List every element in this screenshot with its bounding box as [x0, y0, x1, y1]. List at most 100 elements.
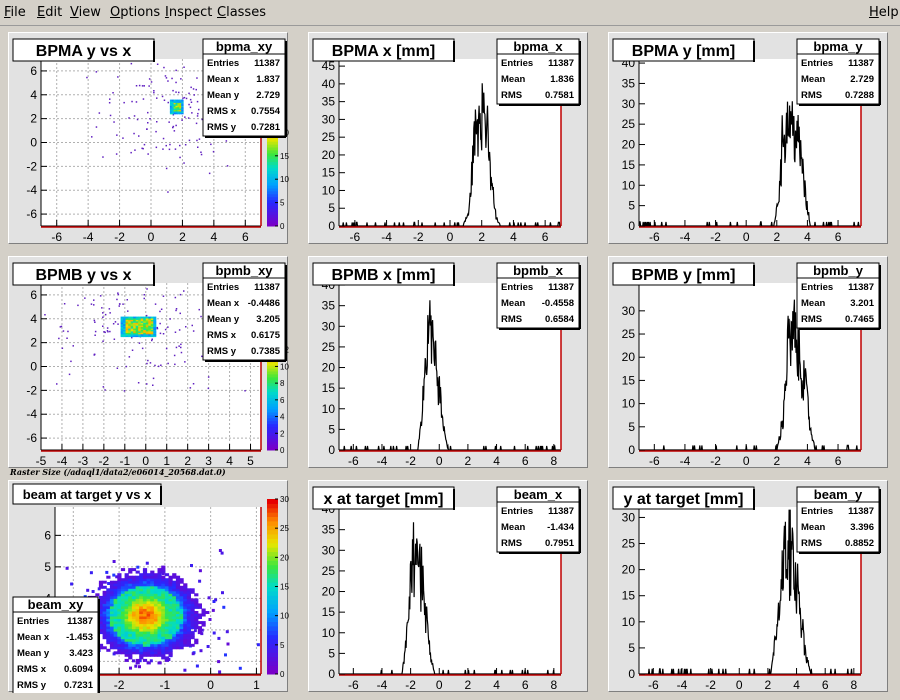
density-cell — [164, 633, 170, 637]
density-cell — [161, 590, 166, 594]
density-cell — [135, 621, 140, 625]
y-tick-label: 10 — [622, 178, 636, 192]
color-scale-band — [267, 669, 278, 675]
density-cell — [109, 616, 115, 619]
density-cell — [183, 636, 188, 640]
menu-edit[interactable]: Edit — [37, 5, 63, 20]
density-cell — [145, 331, 149, 333]
pad-bpmb_x[interactable]: -6-4-2024680510152025303540BPMB x [mm]bp… — [308, 256, 588, 468]
pad-bpma_y[interactable]: -6 -4 -2 0 2 4 6 0 5 10 15 20 25 30 35 40 BPMA y [mm] bpm… — [608, 32, 888, 244]
density-cell — [98, 643, 104, 647]
density-cell — [128, 588, 133, 592]
halo-point — [102, 312, 104, 314]
stats-title: bpma_x — [513, 39, 563, 54]
density-cell — [186, 633, 191, 637]
density-cell — [125, 333, 129, 336]
stats-label: RMS y — [207, 122, 237, 133]
x-tick-label: 2 — [465, 678, 472, 692]
density-cell — [173, 109, 176, 112]
pad-beam_x[interactable]: -6-4-2024680510152025303540x at target [… — [308, 480, 588, 692]
density-cell — [148, 316, 152, 319]
halo-point — [94, 353, 96, 356]
density-cell — [181, 112, 184, 115]
color-scale-band — [267, 400, 278, 404]
density-cell — [161, 611, 166, 614]
density-cell — [190, 621, 195, 625]
density-cell — [124, 616, 129, 619]
density-cell — [102, 623, 107, 627]
pad-beam_y[interactable]: -6 -4 -2 0 2 4 6 8 0 5 10 15 20 25 30 y at target [mm] b… — [608, 480, 888, 692]
halo-point — [210, 143, 212, 146]
color-scale-band — [267, 612, 278, 618]
density-cell — [133, 332, 137, 335]
density-cell — [161, 636, 166, 640]
density-cell — [106, 588, 111, 592]
density-cell — [173, 112, 176, 115]
density-cell — [143, 326, 147, 329]
stats-value: 0.8852 — [845, 538, 874, 549]
pad-bpmb_xy[interactable]: 024681012-5-4-3-2-1012345-6-4-20246BPMB … — [8, 256, 289, 469]
density-cell — [157, 593, 162, 597]
halo-point — [116, 134, 118, 136]
density-cell — [120, 611, 126, 614]
density-cell — [128, 605, 133, 609]
density-cell — [135, 636, 140, 640]
menu-file[interactable]: File — [4, 5, 26, 20]
density-cell — [135, 320, 139, 323]
density-cell — [106, 641, 111, 645]
menu-view[interactable]: View — [70, 5, 101, 20]
density-cell — [146, 585, 151, 589]
density-cell — [139, 656, 144, 660]
histogram-bpmb_xy[interactable]: 024681012-5-4-3-2-1012345-6-4-20246BPMB … — [9, 257, 289, 469]
density-cell — [135, 608, 140, 612]
stats-value: -1.453 — [66, 632, 93, 643]
halo-point — [131, 336, 133, 339]
menu-help[interactable]: Help — [869, 5, 899, 20]
halo-point — [70, 582, 74, 586]
stats-box — [496, 486, 580, 553]
halo-point — [169, 143, 171, 146]
histogram-bpmb_x[interactable]: -6-4-2024680510152025303540BPMB x [mm]bp… — [309, 257, 589, 469]
pad-bpma_x[interactable]: -6 -4 -2 0 2 4 6 0 5 10 15 20 25 30 35 40 45 BPMA x [mm] b… — [308, 32, 588, 244]
density-cell — [153, 331, 157, 333]
halo-point — [161, 95, 164, 98]
color-scale-band — [267, 412, 278, 416]
x-tick-label: -2 — [405, 454, 416, 468]
density-cell — [183, 611, 188, 614]
halo-point — [207, 387, 210, 390]
density-cell — [181, 103, 184, 106]
halo-point — [84, 297, 86, 299]
density-cell — [117, 583, 122, 587]
x-tick-label: -4 — [377, 678, 388, 692]
density-cell — [139, 641, 144, 645]
density-cell — [146, 621, 151, 625]
pad-bpmb_y[interactable]: -6 -4 -2 0 2 4 6 0 5 10 15 20 25 30 BPMB y [mm] bpmb_y E… — [608, 256, 888, 468]
density-cell — [181, 109, 184, 112]
halo-point — [136, 118, 139, 121]
density-cell — [179, 580, 184, 584]
density-cell — [120, 583, 126, 587]
density-cell — [102, 600, 107, 604]
menu-options[interactable]: Options — [110, 5, 161, 20]
density-cell — [133, 322, 137, 325]
menu-classes[interactable]: Classes — [217, 5, 266, 20]
density-cell — [106, 638, 111, 642]
density-cell — [120, 621, 126, 625]
density-cell — [109, 638, 115, 642]
y-tick-label: 20 — [622, 138, 636, 152]
density-cell — [175, 618, 181, 622]
x-tick-label: -6 — [649, 454, 660, 468]
menu-inspect[interactable]: Inspect — [165, 5, 213, 20]
density-cell — [146, 633, 151, 637]
density-cell — [177, 103, 180, 106]
histogram-beam_x[interactable]: -6-4-2024680510152025303540x at target [… — [309, 481, 589, 693]
